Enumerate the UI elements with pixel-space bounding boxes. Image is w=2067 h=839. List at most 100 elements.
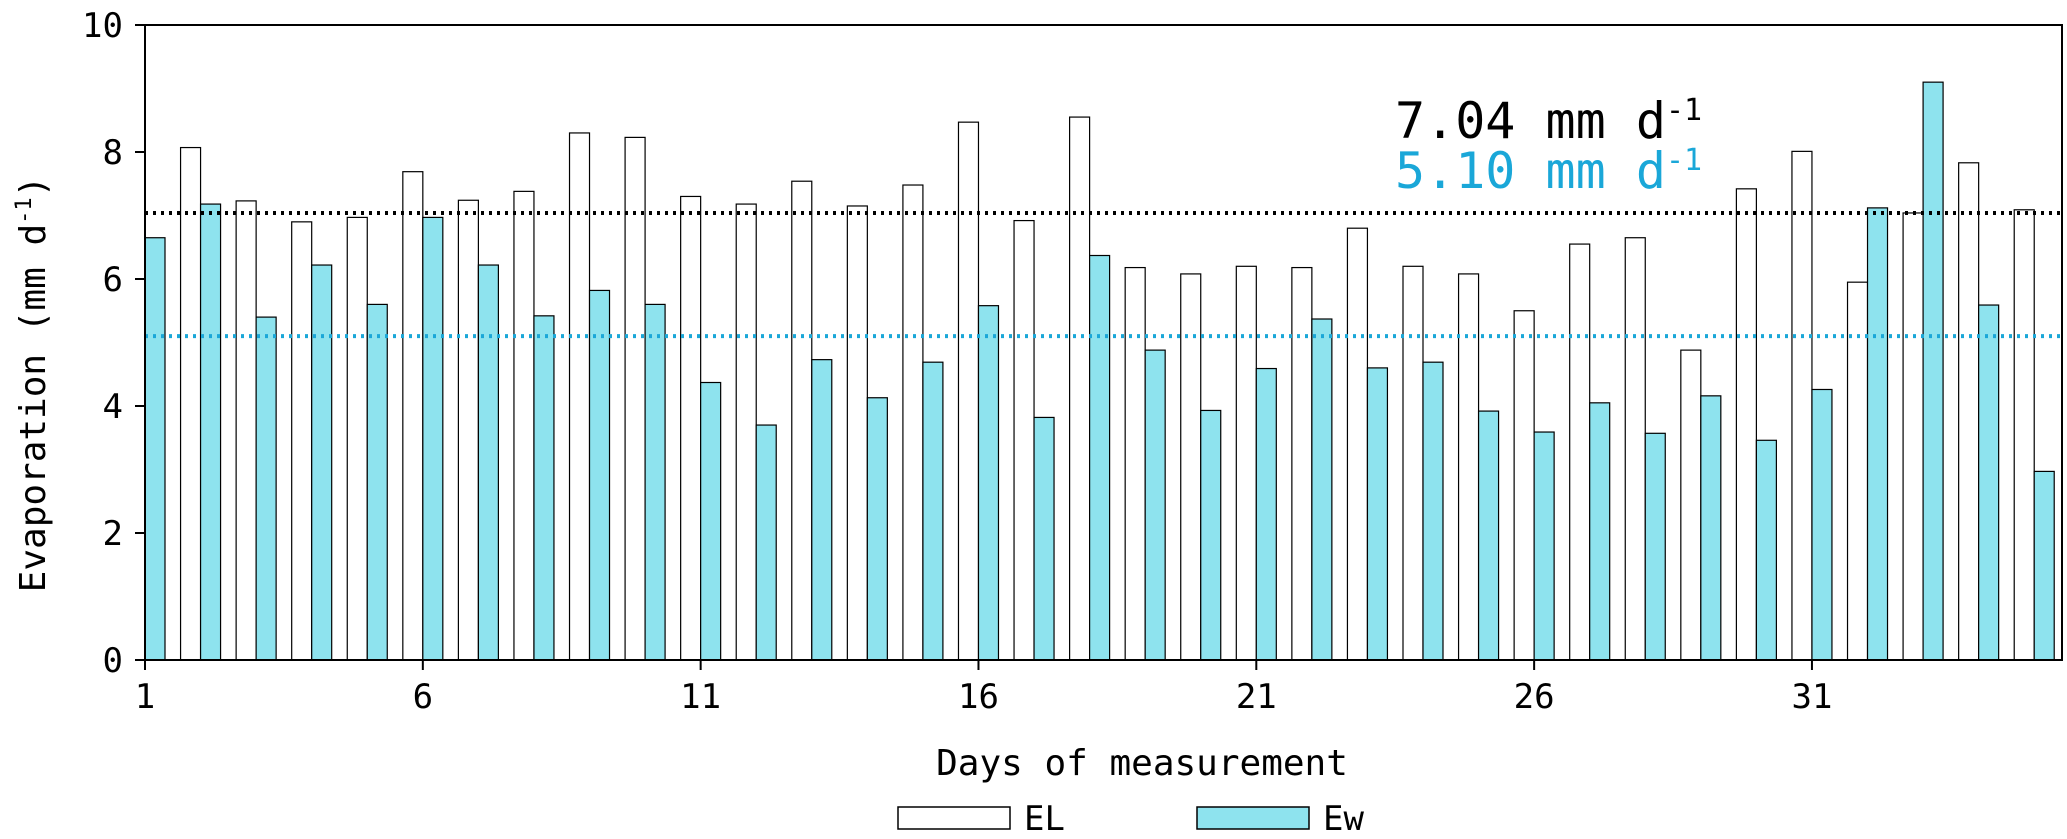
bar-el-day-21 (1235, 265, 1257, 661)
bar-el-day-10 (624, 136, 646, 661)
bar-el-day-7 (457, 199, 479, 661)
bar-el-day-35 (2013, 209, 2035, 661)
bar-el-day-22 (1291, 266, 1313, 661)
bar-ew-day-24 (1422, 361, 1444, 661)
bar-el-day-23 (1346, 227, 1369, 661)
bar-ew-day-26 (1533, 431, 1555, 661)
x-tick-label-21: 21 (1236, 677, 1277, 717)
bar-el-day-32 (1846, 281, 1869, 661)
x-tick-label-31: 31 (1791, 677, 1832, 717)
bar-ew-day-20 (1200, 409, 1222, 661)
y-tick-label-10: 10 (82, 6, 123, 46)
y-tick-label-6: 6 (103, 260, 123, 300)
bar-ew-day-10 (644, 303, 666, 661)
bar-ew-day-1 (144, 237, 166, 661)
bar-ew-day-32 (1866, 207, 1889, 661)
bar-el-day-11 (680, 195, 702, 661)
x-tick-label-11: 11 (680, 677, 721, 717)
bars-layer (144, 81, 2055, 661)
bar-ew-day-18 (1089, 254, 1111, 661)
bar-ew-day-33 (1922, 81, 1944, 661)
bar-ew-day-35 (2033, 470, 2055, 661)
bar-el-day-30 (1735, 188, 1757, 661)
bar-ew-day-23 (1366, 367, 1389, 661)
bar-el-day-31 (1791, 150, 1813, 661)
bar-ew-day-12 (755, 424, 777, 661)
bar-ew-day-7 (477, 264, 499, 661)
legend-label-ew: Ew (1323, 799, 1364, 839)
bar-el-day-29 (1680, 349, 1702, 661)
y-axis-title-close: ) (13, 176, 54, 198)
bar-el-day-34 (1958, 162, 1980, 661)
x-tick-label-26: 26 (1514, 677, 1555, 717)
bar-el-day-2 (179, 146, 202, 661)
annotation-el-mean-sup: -1 (1666, 93, 1702, 128)
bar-el-day-6 (402, 171, 424, 661)
bar-el-day-16 (957, 121, 980, 661)
bar-el-day-3 (235, 200, 257, 661)
bar-ew-day-34 (1978, 304, 2000, 661)
bar-ew-day-28 (1644, 432, 1666, 661)
bar-el-day-4 (291, 221, 313, 661)
bar-ew-day-25 (1477, 410, 1500, 661)
bar-ew-day-2 (199, 203, 222, 661)
legend-swatch-ew (1196, 806, 1310, 830)
bar-el-day-20 (1180, 273, 1202, 661)
x-tick-label-16: 16 (958, 677, 999, 717)
bar-ew-day-8 (533, 315, 555, 661)
x-tick-label-1: 1 (135, 677, 155, 717)
y-axis-title-text: Evaporation (mm d (13, 224, 54, 592)
bar-el-day-8 (513, 190, 535, 661)
annotation-ew-mean-sup: -1 (1666, 143, 1702, 178)
bar-el-day-33 (1902, 212, 1924, 661)
bar-el-day-26 (1513, 310, 1535, 661)
bar-el-day-17 (1013, 219, 1035, 661)
annotation-el-mean-text: 7.04 mm d (1395, 92, 1666, 150)
x-axis-title: Days of measurement (936, 743, 1348, 784)
bar-el-day-13 (791, 180, 813, 661)
bar-ew-day-21 (1255, 367, 1277, 661)
bar-ew-day-14 (866, 397, 888, 661)
legend-swatch-el (897, 806, 1011, 830)
y-tick-label-0: 0 (103, 641, 123, 681)
bar-ew-day-4 (311, 264, 333, 661)
legend-label-el: EL (1024, 799, 1065, 839)
bar-el-day-15 (902, 184, 924, 661)
bar-ew-day-29 (1700, 395, 1722, 661)
bar-ew-day-13 (811, 359, 833, 661)
legend: EL Ew (897, 799, 1364, 839)
bar-ew-day-31 (1811, 388, 1833, 661)
bar-ew-day-22 (1311, 318, 1333, 661)
x-tick-label-6: 6 (413, 677, 433, 717)
bar-ew-day-11 (700, 381, 722, 661)
plot-frame (144, 24, 2063, 661)
bar-ew-day-6 (422, 216, 444, 661)
y-tick-label-8: 8 (103, 133, 123, 173)
y-tick-label-2: 2 (103, 514, 123, 554)
bar-el-day-14 (846, 205, 868, 661)
bar-ew-day-3 (255, 316, 277, 661)
bar-el-day-12 (735, 203, 757, 661)
bar-el-day-19 (1124, 266, 1146, 661)
bar-ew-day-9 (588, 289, 611, 661)
annotation-ew-mean: 5.10 mm d-1 (1395, 142, 1702, 200)
bar-ew-day-30 (1755, 439, 1777, 661)
bar-ew-day-15 (922, 361, 944, 661)
bar-ew-day-19 (1144, 349, 1166, 661)
annotation-el-mean: 7.04 mm d-1 (1395, 92, 1702, 150)
annotation-ew-mean-text: 5.10 mm d (1395, 142, 1666, 200)
y-axis-title-sup: -1 (12, 197, 37, 224)
bar-el-day-5 (346, 216, 368, 661)
bar-ew-day-16 (977, 305, 1000, 661)
bar-el-day-25 (1457, 273, 1480, 661)
bar-ew-day-5 (366, 303, 388, 661)
bar-ew-day-27 (1589, 402, 1611, 661)
y-axis-title: Evaporation (mm d-1) (12, 176, 54, 593)
bar-el-day-18 (1069, 116, 1091, 661)
bar-ew-day-17 (1033, 416, 1055, 661)
y-tick-label-4: 4 (103, 387, 123, 427)
bar-el-day-24 (1402, 265, 1424, 661)
bar-el-day-28 (1624, 237, 1646, 661)
